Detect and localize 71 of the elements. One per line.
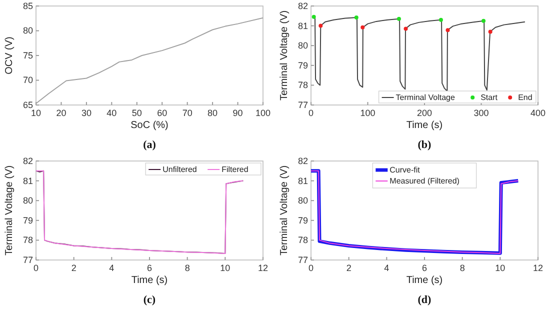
y-tick-label: 80 [298, 40, 308, 51]
y-tick-label: 78 [298, 235, 308, 246]
y-tick-label: 78 [22, 235, 33, 246]
y-tick-label: 70 [22, 75, 33, 86]
x-tick-label: 2 [71, 263, 76, 273]
legend-label: End [518, 93, 532, 102]
x-tick-label: 20 [56, 108, 66, 118]
legend-label: Curve-fit [390, 166, 421, 175]
y-tick-label: 82 [22, 156, 33, 166]
x-tick-label: 0 [308, 108, 314, 118]
legend-label: Unfiltered [162, 165, 197, 174]
y-tick-label: 65 [22, 100, 33, 110]
x-tick-label: 12 [532, 263, 544, 273]
y-tick-label: 78 [298, 80, 308, 90]
text: (a) [143, 139, 156, 151]
y-tick-label: 75 [22, 50, 33, 60]
legend-label: Filtered [222, 165, 248, 174]
legend-label: Terminal Voltage [396, 93, 456, 102]
x-tick-label: 6 [422, 263, 428, 273]
x-tick-label: 80 [208, 108, 218, 118]
x-tick-label: 2 [346, 263, 352, 273]
y-tick-label: 77 [22, 254, 33, 265]
x-tick-label: 0 [33, 263, 39, 273]
x-axis-title: Time (s) [406, 275, 443, 286]
y-tick-label: 81 [298, 20, 308, 31]
x-tick-label: 30 [81, 108, 92, 118]
y-axis-title: OCV (V) [4, 36, 15, 74]
x-tick-label: 100 [255, 108, 271, 118]
text: (c) [143, 294, 156, 306]
x-tick-label: 6 [146, 263, 152, 273]
y-tick-label: 81 [298, 176, 308, 186]
y-tick-label: 77 [298, 100, 308, 110]
x-tick-label: 300 [474, 108, 489, 118]
y-tick-label: 85 [22, 0, 33, 11]
x-tick-label: 60 [157, 108, 168, 118]
x-tick-label: 400 [530, 108, 546, 118]
x-tick-label: 50 [132, 108, 142, 118]
x-tick-label: 10 [495, 263, 506, 273]
x-tick-label: 8 [460, 263, 465, 273]
x-tick-label: 8 [184, 263, 190, 273]
y-tick-label: 79 [298, 215, 308, 226]
x-tick-label: 70 [182, 108, 192, 118]
x-tick-label: 0 [308, 263, 314, 273]
x-axis-title: Time (s) [131, 275, 168, 286]
x-tick-label: 100 [360, 108, 376, 118]
legend-label: Start [480, 93, 498, 102]
x-axis-title: Time (s) [406, 120, 443, 131]
y-tick-label: 82 [298, 156, 308, 166]
text: (d) [418, 294, 432, 306]
y-tick-label: 79 [22, 215, 33, 226]
x-axis-title: SoC (%) [130, 120, 168, 131]
y-tick-label: 80 [22, 26, 33, 36]
x-tick-label: 12 [258, 263, 268, 273]
legend-label: Measured (Filtered) [390, 176, 460, 186]
y-tick-label: 82 [298, 0, 308, 11]
x-tick-label: 10 [30, 108, 42, 118]
x-tick-label: 4 [109, 263, 114, 273]
y-tick-label: 79 [298, 60, 308, 70]
y-tick-label: 80 [298, 196, 308, 206]
y-tick-label: 80 [22, 196, 33, 206]
y-axis-title: Terminal Voltage (V) [279, 10, 290, 101]
y-axis-title: Terminal Voltage (V) [279, 165, 290, 256]
x-tick-label: 4 [384, 263, 390, 273]
x-tick-label: 40 [106, 108, 117, 118]
x-tick-label: 200 [416, 108, 432, 118]
y-tick-label: 81 [22, 176, 33, 186]
x-tick-label: 90 [232, 108, 243, 118]
text: (b) [418, 139, 432, 151]
x-tick-label: 10 [220, 263, 230, 273]
y-axis-title: Terminal Voltage (V) [4, 165, 15, 256]
y-tick-label: 77 [298, 254, 308, 265]
